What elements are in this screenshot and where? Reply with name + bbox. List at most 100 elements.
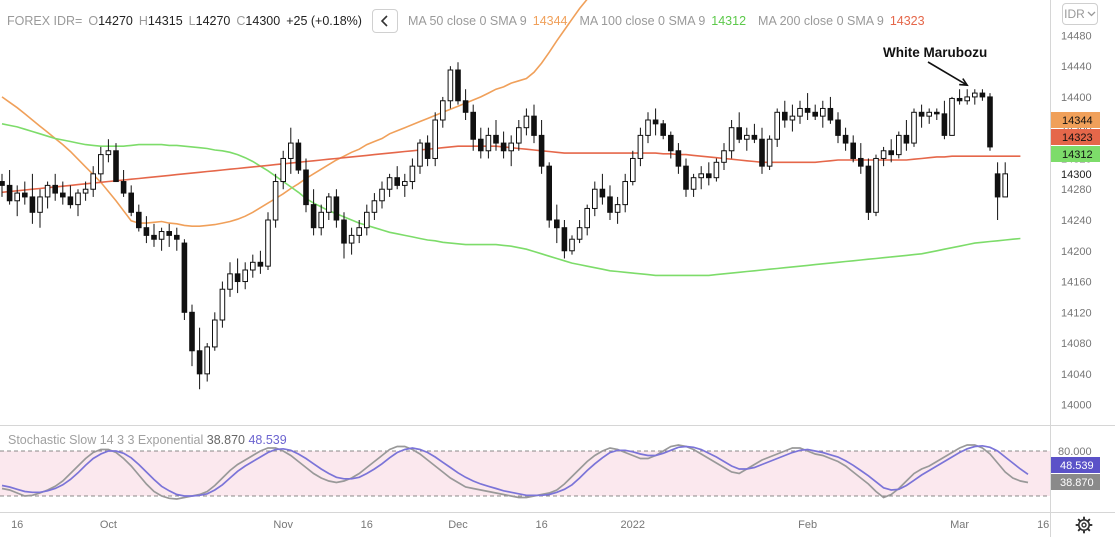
candle	[554, 204, 560, 244]
candle	[257, 250, 264, 274]
candle	[44, 181, 51, 209]
candle	[82, 181, 89, 201]
candle	[812, 104, 819, 120]
candle	[576, 220, 583, 244]
candle	[896, 131, 902, 159]
candle	[432, 112, 438, 167]
price-tick-label: 14400	[1061, 92, 1092, 104]
candle	[196, 327, 203, 390]
price-tick-label: 14280	[1061, 184, 1092, 196]
candle	[964, 89, 971, 105]
time-tick-label: Oct	[100, 519, 117, 531]
candle	[455, 62, 461, 105]
price-tick-label: 14480	[1061, 30, 1092, 42]
candle	[941, 100, 948, 140]
candle	[462, 89, 469, 120]
candle	[736, 112, 743, 144]
candle	[485, 127, 492, 159]
candle	[424, 135, 431, 167]
candle	[523, 108, 530, 136]
candle	[918, 104, 925, 128]
candle	[774, 108, 781, 147]
candle	[508, 135, 514, 167]
time-tick-label: Mar	[950, 519, 969, 531]
candle	[592, 181, 598, 217]
price-tick-label: 14200	[1061, 246, 1092, 258]
candle	[979, 89, 986, 101]
candle	[447, 66, 454, 109]
candle	[204, 343, 210, 382]
candle	[759, 127, 765, 174]
time-tick-label: Dec	[448, 519, 468, 531]
candle	[668, 131, 674, 159]
candle	[364, 204, 370, 236]
candle	[470, 104, 476, 151]
candle	[789, 104, 796, 132]
candle	[911, 108, 917, 147]
candle	[956, 89, 963, 105]
candle	[326, 193, 332, 220]
stochastic-d-badge-label: 48.539	[1060, 460, 1094, 472]
candle	[622, 173, 629, 213]
candle	[417, 139, 423, 174]
candle	[873, 154, 879, 217]
candle	[113, 143, 119, 183]
candle	[721, 143, 727, 170]
time-tick-label: 16	[1037, 519, 1049, 531]
low-label: L	[188, 14, 196, 28]
candle	[903, 120, 910, 151]
stochastic-k-value: 38.870	[206, 433, 245, 447]
candle	[842, 127, 849, 151]
candle	[440, 96, 446, 128]
gear-icon[interactable]	[1075, 516, 1093, 534]
price-tick-label: 14000	[1061, 400, 1092, 412]
stochastic-d-value: 48.539	[248, 433, 287, 447]
candle	[158, 227, 165, 251]
stochastic-level-label: 80.000	[1058, 446, 1092, 458]
stochastic-k-line	[1, 444, 1029, 500]
price-badge-label: 14323	[1062, 132, 1093, 144]
price-tick-label: 14120	[1061, 307, 1092, 319]
ma200-line	[1, 145, 1021, 194]
candle	[128, 185, 134, 217]
high-value: 14315	[147, 14, 183, 28]
candle	[706, 162, 712, 186]
close-label: C	[236, 14, 246, 28]
currency-button[interactable]: IDR	[1062, 3, 1098, 25]
time-tick-label: 16	[11, 519, 23, 531]
candle	[766, 135, 773, 170]
candle	[75, 189, 81, 217]
high-label: H	[138, 14, 148, 28]
candle	[827, 96, 834, 124]
price-tick-label: 14360	[1061, 123, 1092, 135]
open-value: 14270	[98, 14, 133, 28]
stochastic-legend: Stochastic Slow 14 3 3 Exponential 38.87…	[8, 433, 287, 447]
stochastic-band	[0, 451, 1050, 496]
price-tick-label: 14160	[1061, 277, 1092, 289]
candle	[569, 235, 575, 255]
candle	[348, 227, 355, 255]
symbol-label: FOREX IDR=	[7, 14, 83, 28]
price-tick-label: 14440	[1061, 61, 1092, 73]
candle	[234, 258, 241, 294]
candle	[546, 162, 553, 228]
candle	[584, 204, 591, 236]
price-badge	[1051, 146, 1100, 162]
collapse-legend-button[interactable]	[371, 9, 398, 33]
chevron-down-icon	[1087, 11, 1096, 17]
candle	[850, 135, 857, 163]
stochastic-label: Stochastic Slow 14 3 3 Exponential	[8, 433, 204, 447]
candle	[288, 127, 294, 174]
time-tick-label: Feb	[798, 519, 817, 531]
candle	[151, 223, 157, 247]
ma50-label: MA 50 close 0 SMA 9	[407, 14, 527, 28]
ma50-value: 14344	[532, 14, 568, 28]
candle	[189, 304, 195, 367]
time-tick-label: 16	[535, 519, 547, 531]
candle	[250, 254, 256, 278]
price-badge	[1051, 112, 1100, 128]
candle	[949, 96, 955, 136]
last-price-label: 14300	[1061, 169, 1092, 181]
candle	[29, 173, 36, 224]
